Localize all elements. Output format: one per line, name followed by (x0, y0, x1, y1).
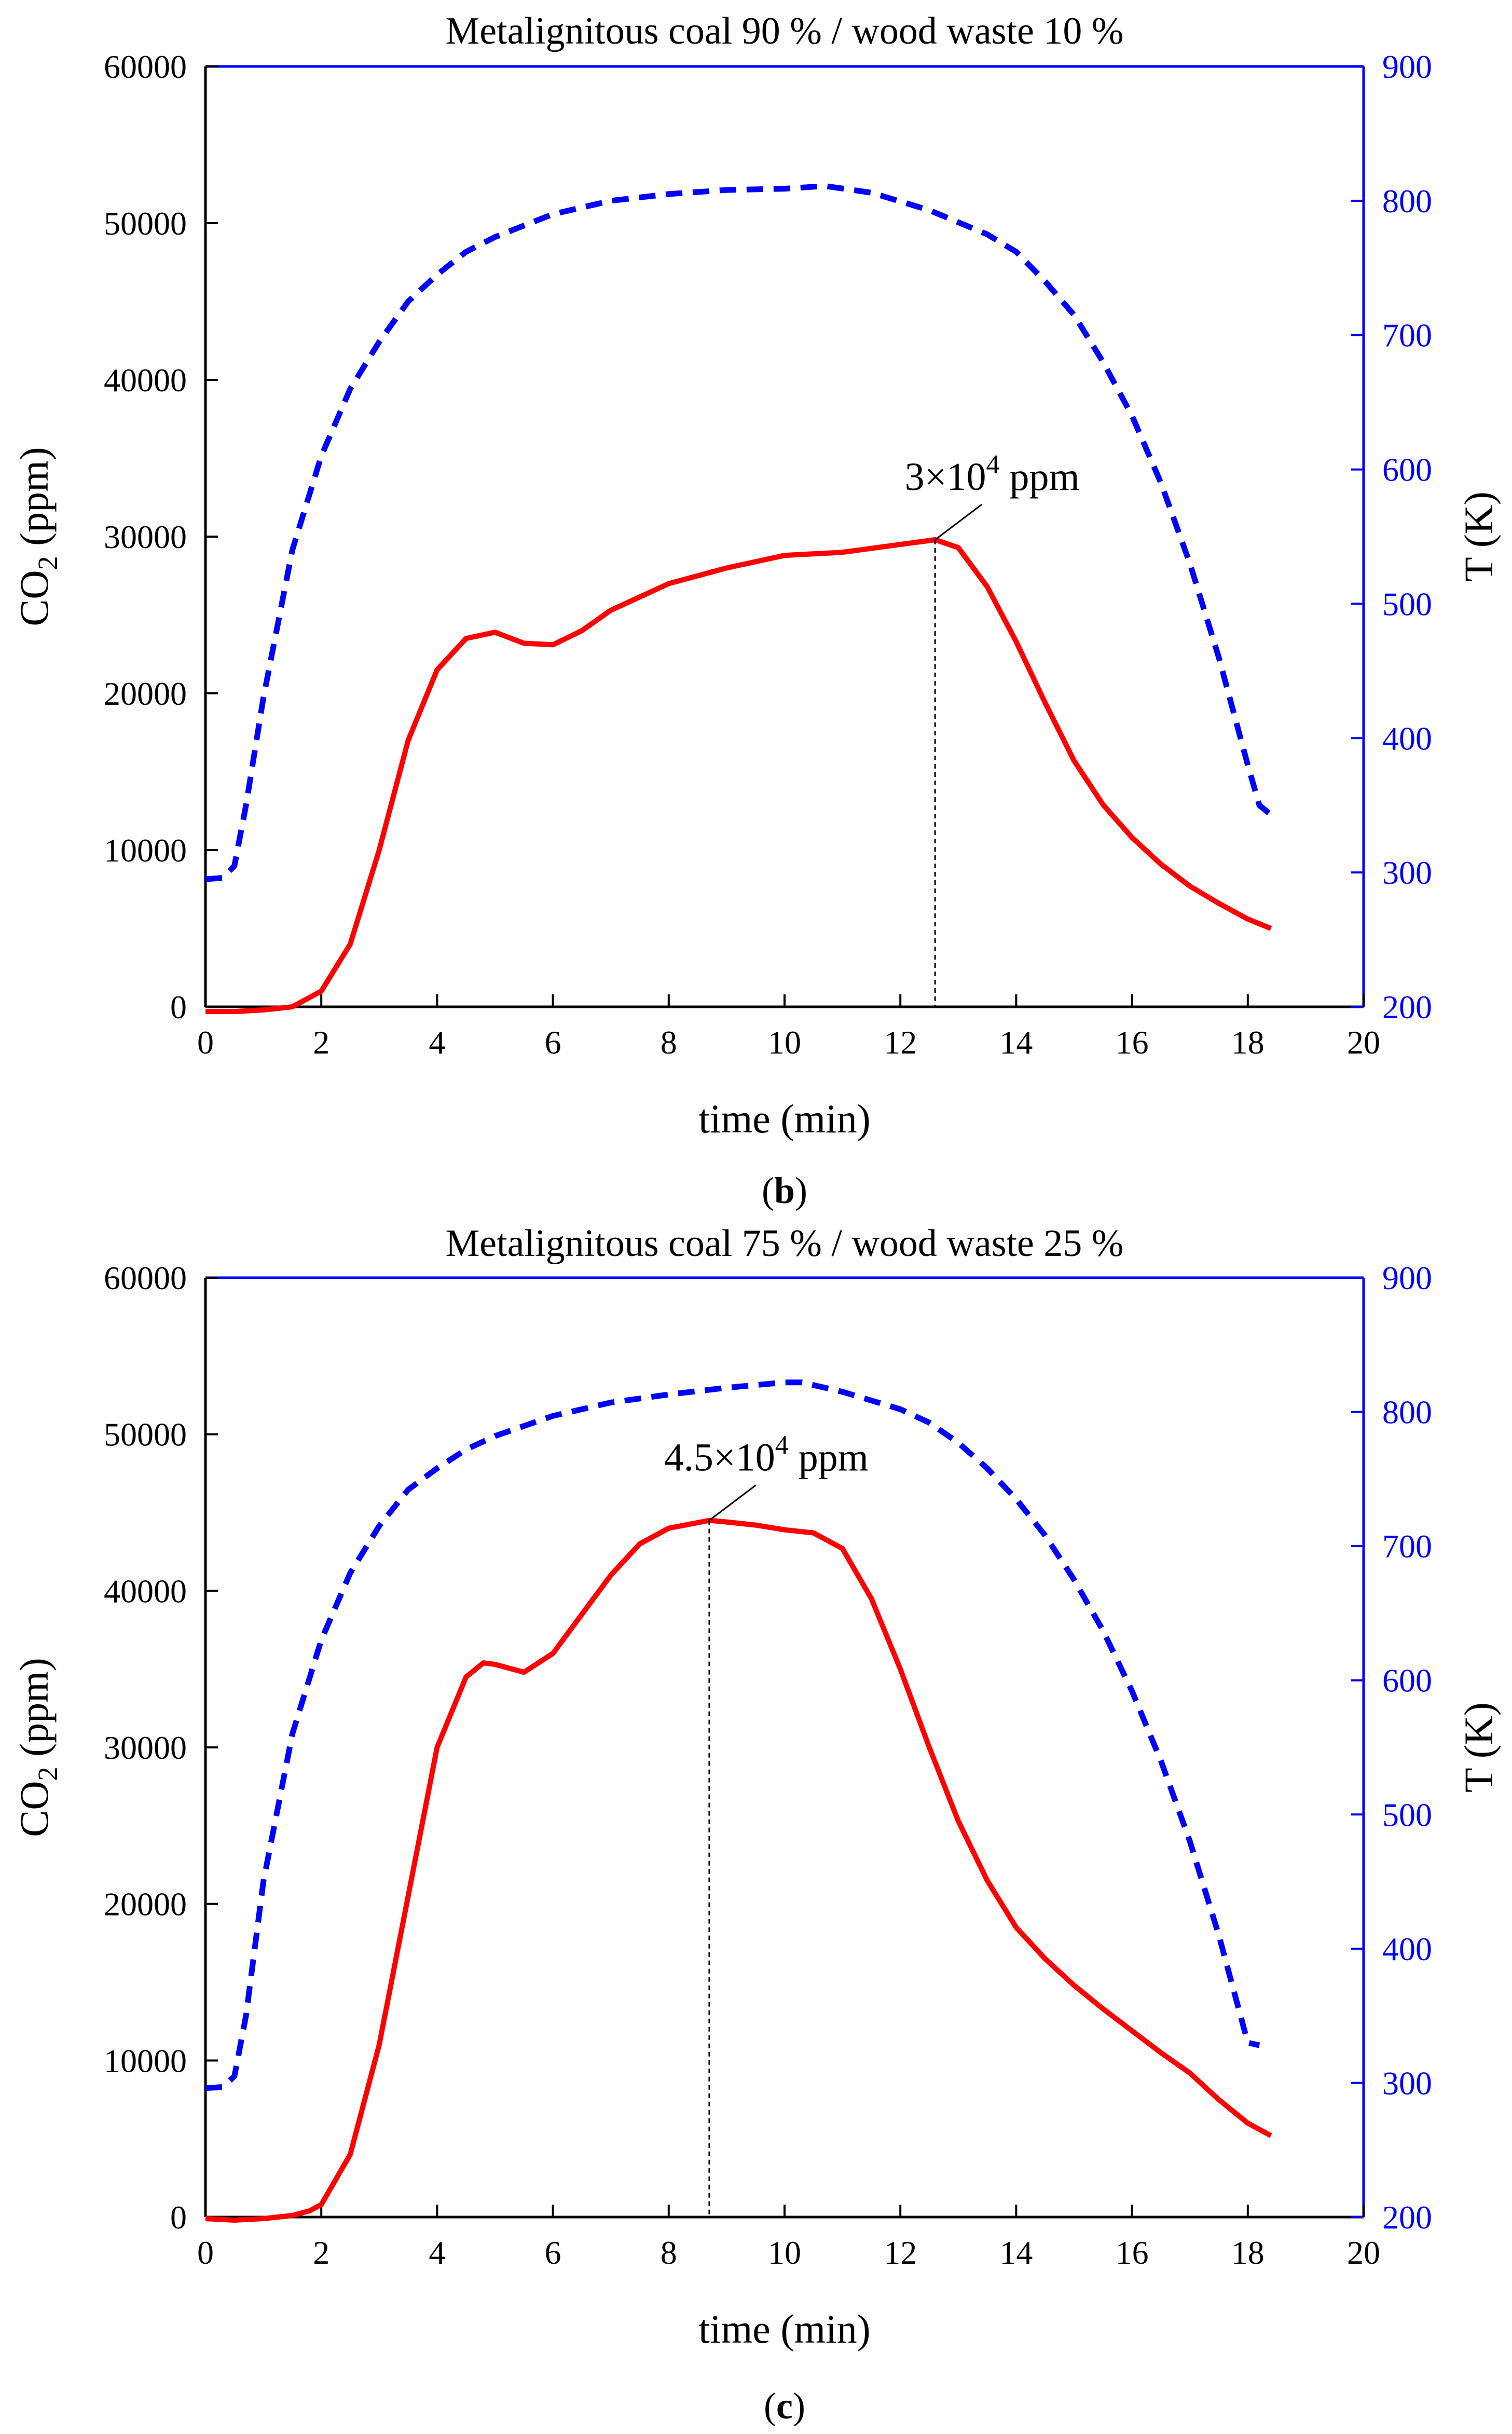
y-axis-label-main: CO (11, 1781, 57, 1837)
y2-tick-label: 200 (1382, 989, 1432, 1025)
y2-tick-label: 400 (1382, 720, 1432, 757)
y-axis-label-subscript: 2 (32, 1767, 63, 1781)
y-tick-label: 30000 (104, 518, 187, 555)
y-tick-label: 10000 (104, 2042, 187, 2079)
panel-label-open: ( (764, 2385, 776, 2427)
y-tick-label: 40000 (104, 1572, 187, 1609)
y-tick-label: 60000 (104, 1260, 187, 1296)
x-tick-label: 8 (661, 2234, 677, 2271)
y2-tick-label: 500 (1382, 1796, 1432, 1833)
y2-tick-label: 900 (1382, 48, 1432, 85)
x-tick-label: 2 (313, 2234, 329, 2271)
panel-label-close: ) (795, 1170, 807, 1211)
y-tick-label: 20000 (104, 1886, 187, 1923)
y-tick-label: 40000 (104, 362, 187, 399)
y2-tick-label: 600 (1382, 1662, 1432, 1699)
x-tick-label: 18 (1231, 1024, 1264, 1061)
y2-tick-label: 500 (1382, 585, 1432, 622)
x-tick-label: 0 (197, 2234, 214, 2271)
peak-annotation: 3×104 ppm (905, 450, 1080, 499)
x-tick-label: 12 (884, 2234, 917, 2271)
y2-tick-label: 800 (1382, 1394, 1432, 1431)
y-tick-label: 10000 (104, 832, 187, 869)
y2-tick-label: 600 (1382, 452, 1432, 488)
panel-label-open: ( (762, 1170, 774, 1211)
annotation-base: 3×10 (905, 455, 986, 499)
annotation-unit: ppm (1000, 455, 1080, 499)
x-tick-label: 20 (1347, 1024, 1380, 1061)
panel-label-letter: c (776, 2385, 793, 2427)
y2-tick-label: 300 (1382, 854, 1432, 891)
panel-label-close: ) (793, 2385, 805, 2427)
x-tick-label: 14 (999, 1024, 1033, 1061)
x-tick-label: 12 (884, 1024, 917, 1061)
y-tick-label: 0 (170, 2199, 187, 2236)
y2-tick-label: 300 (1382, 2064, 1432, 2101)
x-tick-label: 8 (661, 1024, 677, 1061)
y-axis-label: CO2 (ppm) (11, 447, 63, 626)
y2-tick-label: 900 (1382, 1260, 1432, 1296)
x-tick-label: 6 (545, 1024, 561, 1061)
panel-label-letter: b (774, 1170, 795, 1211)
y2-tick-label: 800 (1382, 183, 1432, 220)
annotation-exponent: 4 (986, 450, 1000, 480)
y2-tick-label: 700 (1382, 1528, 1432, 1565)
x-tick-label: 16 (1116, 1024, 1149, 1061)
annotation-unit: ppm (789, 1436, 869, 1480)
y-axis-label: CO2 (ppm) (11, 1658, 63, 1837)
y2-tick-label: 200 (1382, 2199, 1432, 2236)
y2-axis-label: T (K) (1456, 1702, 1501, 1793)
y2-tick-label: 400 (1382, 1931, 1432, 1967)
y-tick-label: 50000 (104, 1416, 187, 1453)
panel-label: (b) (762, 1170, 807, 1211)
annotation-exponent: 4 (775, 1431, 789, 1460)
chart-panel-c: 0 2 4 6 8 10 12 14 16 18 2001000020000300004000050… (11, 1222, 1501, 2427)
x-tick-label: 14 (999, 2234, 1033, 2271)
y-tick-label: 30000 (104, 1729, 187, 1766)
peak-annotation: 4.5×104 ppm (664, 1431, 869, 1480)
y-axis-label-unit: (ppm) (11, 447, 57, 556)
co2-series-line (205, 537, 1272, 1015)
annotation-leader (709, 1484, 757, 1521)
x-tick-label: 18 (1231, 2234, 1264, 2271)
y-axis-label-subscript: 2 (32, 556, 63, 570)
x-tick-label: 2 (313, 1024, 329, 1061)
co2-series-line (205, 1517, 1272, 2223)
y2-axis-label: T (K) (1456, 491, 1501, 582)
y-axis-label-main: CO (11, 570, 57, 626)
y-axis-label-unit: (ppm) (11, 1658, 57, 1767)
chart-title: Metalignitous coal 75 % / wood waste 25 … (445, 1222, 1123, 1265)
annotation-leader (934, 503, 983, 541)
temperature-series-line (205, 183, 1273, 882)
x-tick-label: 4 (429, 1024, 445, 1061)
annotation-base: 4.5×10 (664, 1436, 775, 1480)
panel-label: (c) (764, 2385, 805, 2427)
x-tick-label: 6 (545, 2234, 561, 2271)
y-tick-label: 50000 (104, 205, 187, 242)
x-tick-label: 16 (1116, 2234, 1149, 2271)
y-tick-label: 20000 (104, 675, 187, 712)
y2-tick-label: 700 (1382, 317, 1432, 354)
x-tick-label: 20 (1347, 2234, 1380, 2271)
chart-title: Metalignitous coal 90 % / wood waste 10 … (445, 10, 1123, 52)
y-tick-label: 0 (170, 989, 187, 1025)
x-axis-label: time (min) (698, 1096, 870, 1141)
x-axis-label: time (min) (698, 2306, 870, 2351)
chart-panel-b: 0 2 4 6 8 10 12 14 16 18 2001000020000300004000050… (11, 10, 1501, 1211)
x-tick-label: 4 (429, 2234, 445, 2271)
x-tick-label: 10 (768, 2234, 801, 2271)
temperature-series-line (205, 1379, 1260, 2091)
x-tick-label: 10 (768, 1024, 801, 1061)
y-tick-label: 60000 (104, 48, 187, 85)
x-tick-label: 0 (197, 1024, 214, 1061)
